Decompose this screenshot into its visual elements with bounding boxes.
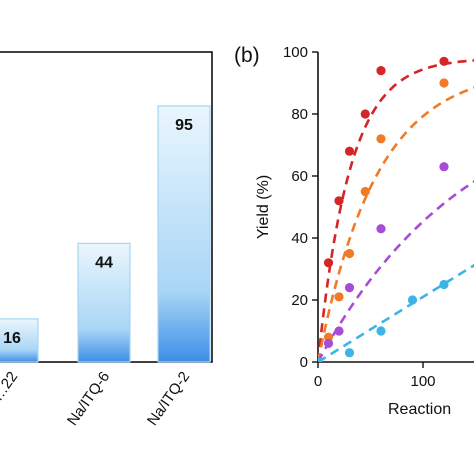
data-point (344, 248, 355, 259)
fit-curve (318, 86, 474, 362)
bar (0, 318, 39, 363)
bar-value-label: 44 (95, 254, 113, 271)
data-point (334, 292, 344, 302)
bars (0, 105, 211, 363)
data-point (376, 66, 386, 76)
x-axis-title: Reaction (388, 401, 451, 418)
data-point (376, 326, 386, 336)
bar-value-label: 16 (3, 330, 21, 347)
y-tick-label: 40 (291, 230, 308, 247)
fit-curves (318, 59, 474, 362)
bar (157, 105, 211, 363)
data-point (318, 357, 323, 362)
y-axis-title: Yield (%) (255, 175, 272, 239)
data-point (344, 348, 355, 358)
bar-value-labels: 16 44 95 (3, 117, 193, 347)
panel-label-b: (b) (234, 44, 260, 67)
fit-curve (318, 180, 474, 362)
bar-category-label: Na/ITQ-2 (144, 369, 193, 429)
x-ticks: 0 100 (314, 362, 436, 390)
data-point (407, 295, 418, 305)
data-point (439, 78, 449, 88)
fit-curve (318, 59, 474, 362)
data-point (360, 109, 370, 119)
x-tick-label: 100 (410, 373, 435, 390)
x-tick-label: 0 (314, 373, 322, 390)
y-tick-label: 100 (283, 44, 308, 61)
data-points (318, 56, 449, 362)
bar-category-labels: …22 Na/ITQ-6 Na/ITQ-2 (0, 369, 193, 429)
fit-curve (318, 263, 474, 362)
data-point (323, 338, 334, 348)
y-ticks: 0 20 40 60 80 100 (283, 44, 318, 371)
y-tick-label: 0 (300, 354, 308, 371)
y-tick-label: 60 (291, 168, 308, 185)
y-tick-label: 80 (291, 106, 308, 123)
data-point (439, 56, 449, 66)
y-tick-label: 20 (291, 292, 308, 309)
yield-chart-panel: (b) 0 20 40 60 80 100 0 100 Yield (%) Reaction (234, 44, 474, 418)
bar (77, 242, 131, 363)
data-point (344, 283, 355, 293)
data-point (360, 186, 370, 197)
data-point (376, 224, 386, 234)
bar-value-label: 95 (175, 117, 193, 134)
data-point (376, 134, 386, 144)
data-point (344, 146, 355, 156)
bar-category-label: Na/ITQ-6 (64, 369, 113, 429)
data-point (334, 196, 344, 206)
data-point (439, 162, 449, 172)
data-point (439, 279, 449, 290)
bar-category-label: …22 (0, 369, 21, 405)
data-point (323, 258, 334, 268)
bar-chart-panel: 16 44 95 …22 Na/ITQ-6 Na/ITQ-2 (0, 51, 213, 429)
data-point (334, 326, 344, 336)
